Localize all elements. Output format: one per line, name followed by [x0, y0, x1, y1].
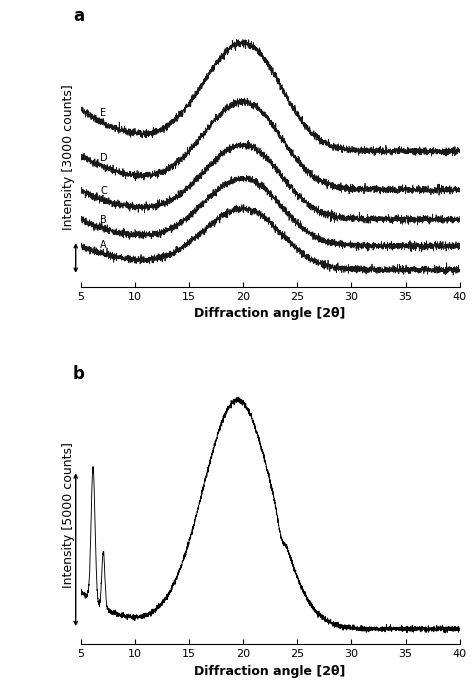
Text: E: E — [100, 108, 106, 118]
Text: D: D — [100, 152, 108, 163]
X-axis label: Diffraction angle [2θ]: Diffraction angle [2θ] — [194, 665, 346, 678]
Text: a: a — [73, 7, 84, 25]
Text: A: A — [100, 240, 107, 250]
Text: C: C — [100, 186, 107, 196]
Y-axis label: Intensity [3000 counts]: Intensity [3000 counts] — [62, 85, 75, 230]
Text: b: b — [73, 365, 85, 383]
X-axis label: Diffraction angle [2θ]: Diffraction angle [2θ] — [194, 307, 346, 320]
Y-axis label: Intensity [5000 counts]: Intensity [5000 counts] — [62, 442, 75, 588]
Text: B: B — [100, 215, 107, 225]
